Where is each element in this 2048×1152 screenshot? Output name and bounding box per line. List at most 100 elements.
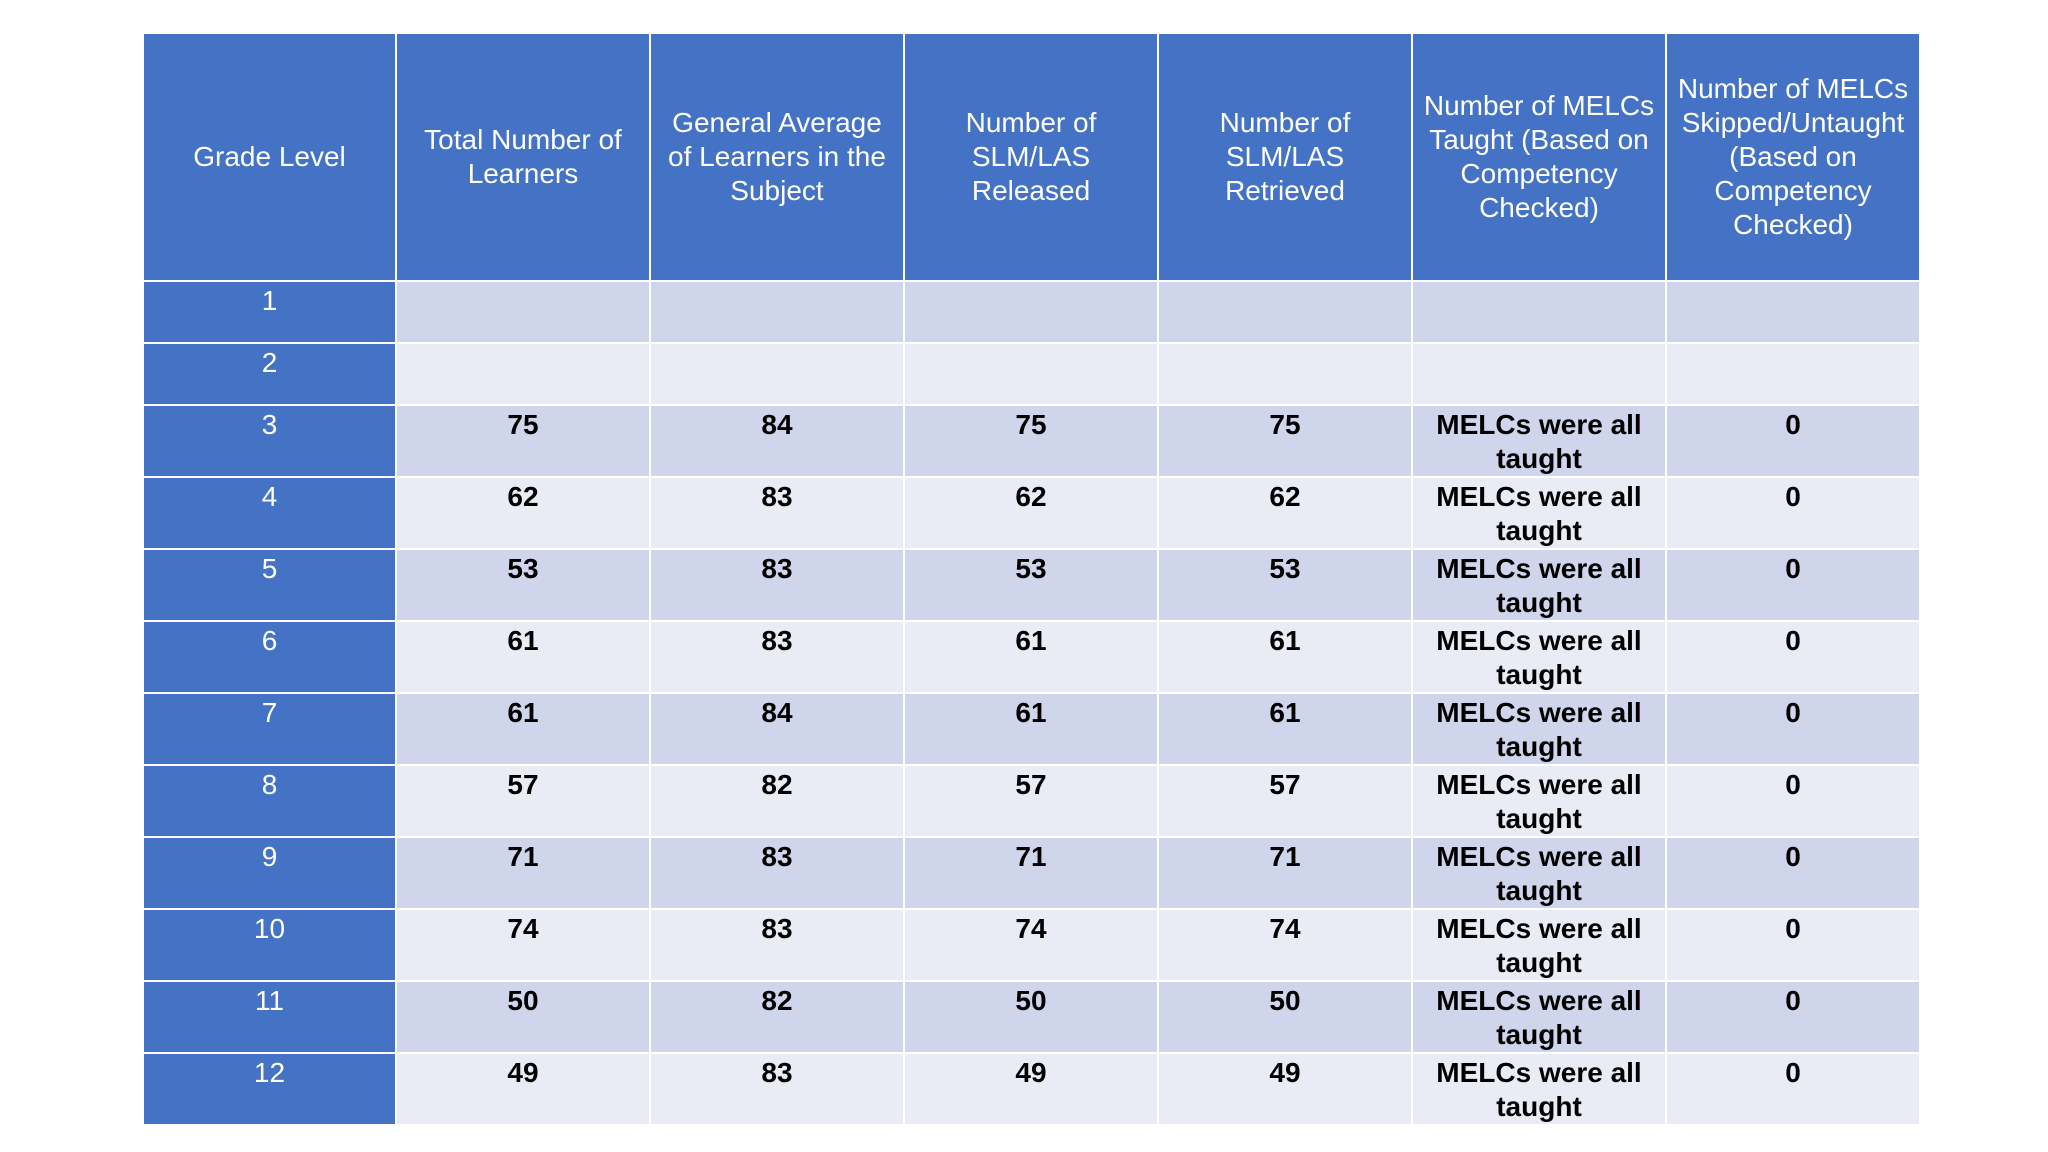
cell-total-learners: 75 (395, 404, 651, 478)
cell-slm-retrieved: 49 (1157, 1052, 1413, 1126)
cell-general-average: 83 (649, 836, 905, 910)
header-row: Grade Level Total Number of Learners Gen… (142, 32, 1921, 282)
cell-grade-level: 5 (142, 548, 397, 622)
cell-grade-level: 7 (142, 692, 397, 766)
cell-general-average: 82 (649, 980, 905, 1054)
table-row: 3 75 84 75 75 MELCs were all taught 0 (142, 404, 1921, 478)
table-row: 7 61 84 61 61 MELCs were all taught 0 (142, 692, 1921, 766)
cell-slm-retrieved: 74 (1157, 908, 1413, 982)
cell-general-average: 83 (649, 908, 905, 982)
cell-general-average: 84 (649, 692, 905, 766)
table-row: 10 74 83 74 74 MELCs were all taught 0 (142, 908, 1921, 982)
cell-total-learners: 71 (395, 836, 651, 910)
cell-slm-retrieved (1157, 342, 1413, 406)
cell-grade-level: 3 (142, 404, 397, 478)
cell-total-learners: 62 (395, 476, 651, 550)
cell-melcs-taught (1411, 280, 1667, 344)
cell-grade-level: 9 (142, 836, 397, 910)
cell-grade-level: 8 (142, 764, 397, 838)
cell-slm-released (903, 342, 1159, 406)
cell-slm-released: 49 (903, 1052, 1159, 1126)
cell-melcs-taught: MELCs were all taught (1411, 764, 1667, 838)
cell-grade-level: 4 (142, 476, 397, 550)
cell-melcs-taught: MELCs were all taught (1411, 836, 1667, 910)
cell-general-average: 83 (649, 548, 905, 622)
cell-melcs-taught: MELCs were all taught (1411, 476, 1667, 550)
cell-melcs-skipped (1665, 342, 1921, 406)
cell-melcs-skipped: 0 (1665, 548, 1921, 622)
header-melcs-taught: Number of MELCs Taught (Based on Compete… (1411, 32, 1667, 282)
table-row: 5 53 83 53 53 MELCs were all taught 0 (142, 548, 1921, 622)
cell-general-average: 83 (649, 476, 905, 550)
cell-total-learners (395, 342, 651, 406)
table-body: 1 2 3 75 84 75 75 MELCs were all taught 0 4 62 83 62… (142, 280, 1921, 1126)
cell-total-learners: 74 (395, 908, 651, 982)
header-slm-released: Number of SLM/LAS Released (903, 32, 1159, 282)
cell-slm-released: 62 (903, 476, 1159, 550)
cell-melcs-taught: MELCs were all taught (1411, 908, 1667, 982)
cell-slm-retrieved: 50 (1157, 980, 1413, 1054)
cell-melcs-taught: MELCs were all taught (1411, 620, 1667, 694)
cell-total-learners: 49 (395, 1052, 651, 1126)
header-grade-level: Grade Level (142, 32, 397, 282)
cell-melcs-skipped: 0 (1665, 692, 1921, 766)
header-general-average: General Average of Learners in the Subje… (649, 32, 905, 282)
cell-slm-released: 61 (903, 692, 1159, 766)
melc-report-table: Grade Level Total Number of Learners Gen… (142, 32, 1921, 1126)
table-row: 2 (142, 342, 1921, 406)
table-row: 12 49 83 49 49 MELCs were all taught 0 (142, 1052, 1921, 1126)
cell-slm-retrieved: 53 (1157, 548, 1413, 622)
cell-melcs-skipped: 0 (1665, 620, 1921, 694)
cell-total-learners: 61 (395, 620, 651, 694)
cell-slm-retrieved: 61 (1157, 620, 1413, 694)
cell-melcs-taught: MELCs were all taught (1411, 548, 1667, 622)
cell-slm-retrieved: 71 (1157, 836, 1413, 910)
cell-grade-level: 2 (142, 342, 397, 406)
cell-general-average: 83 (649, 1052, 905, 1126)
cell-grade-level: 10 (142, 908, 397, 982)
table-row: 8 57 82 57 57 MELCs were all taught 0 (142, 764, 1921, 838)
header-melcs-skipped: Number of MELCs Skipped/Untaught (Based … (1665, 32, 1921, 282)
cell-slm-released: 57 (903, 764, 1159, 838)
cell-slm-released: 74 (903, 908, 1159, 982)
cell-grade-level: 1 (142, 280, 397, 344)
cell-melcs-skipped: 0 (1665, 908, 1921, 982)
cell-melcs-taught (1411, 342, 1667, 406)
cell-total-learners: 57 (395, 764, 651, 838)
cell-slm-released: 61 (903, 620, 1159, 694)
header-slm-retrieved: Number of SLM/LAS Retrieved (1157, 32, 1413, 282)
header-total-learners: Total Number of Learners (395, 32, 651, 282)
data-table-container: Grade Level Total Number of Learners Gen… (142, 32, 1921, 1126)
cell-slm-released: 75 (903, 404, 1159, 478)
cell-total-learners: 50 (395, 980, 651, 1054)
cell-general-average: 84 (649, 404, 905, 478)
table-row: 11 50 82 50 50 MELCs were all taught 0 (142, 980, 1921, 1054)
cell-slm-released (903, 280, 1159, 344)
cell-general-average (649, 342, 905, 406)
table-row: 6 61 83 61 61 MELCs were all taught 0 (142, 620, 1921, 694)
cell-melcs-skipped: 0 (1665, 1052, 1921, 1126)
cell-total-learners: 61 (395, 692, 651, 766)
cell-total-learners (395, 280, 651, 344)
cell-grade-level: 11 (142, 980, 397, 1054)
cell-slm-released: 71 (903, 836, 1159, 910)
cell-melcs-skipped: 0 (1665, 404, 1921, 478)
cell-melcs-skipped: 0 (1665, 476, 1921, 550)
cell-slm-retrieved (1157, 280, 1413, 344)
cell-slm-retrieved: 62 (1157, 476, 1413, 550)
cell-melcs-skipped: 0 (1665, 980, 1921, 1054)
cell-slm-released: 50 (903, 980, 1159, 1054)
cell-melcs-skipped (1665, 280, 1921, 344)
table-row: 9 71 83 71 71 MELCs were all taught 0 (142, 836, 1921, 910)
cell-grade-level: 12 (142, 1052, 397, 1126)
cell-slm-released: 53 (903, 548, 1159, 622)
cell-melcs-skipped: 0 (1665, 836, 1921, 910)
cell-slm-retrieved: 61 (1157, 692, 1413, 766)
table-header: Grade Level Total Number of Learners Gen… (142, 32, 1921, 282)
cell-melcs-skipped: 0 (1665, 764, 1921, 838)
cell-general-average: 83 (649, 620, 905, 694)
cell-melcs-taught: MELCs were all taught (1411, 980, 1667, 1054)
table-row: 1 (142, 280, 1921, 344)
cell-melcs-taught: MELCs were all taught (1411, 1052, 1667, 1126)
cell-slm-retrieved: 57 (1157, 764, 1413, 838)
